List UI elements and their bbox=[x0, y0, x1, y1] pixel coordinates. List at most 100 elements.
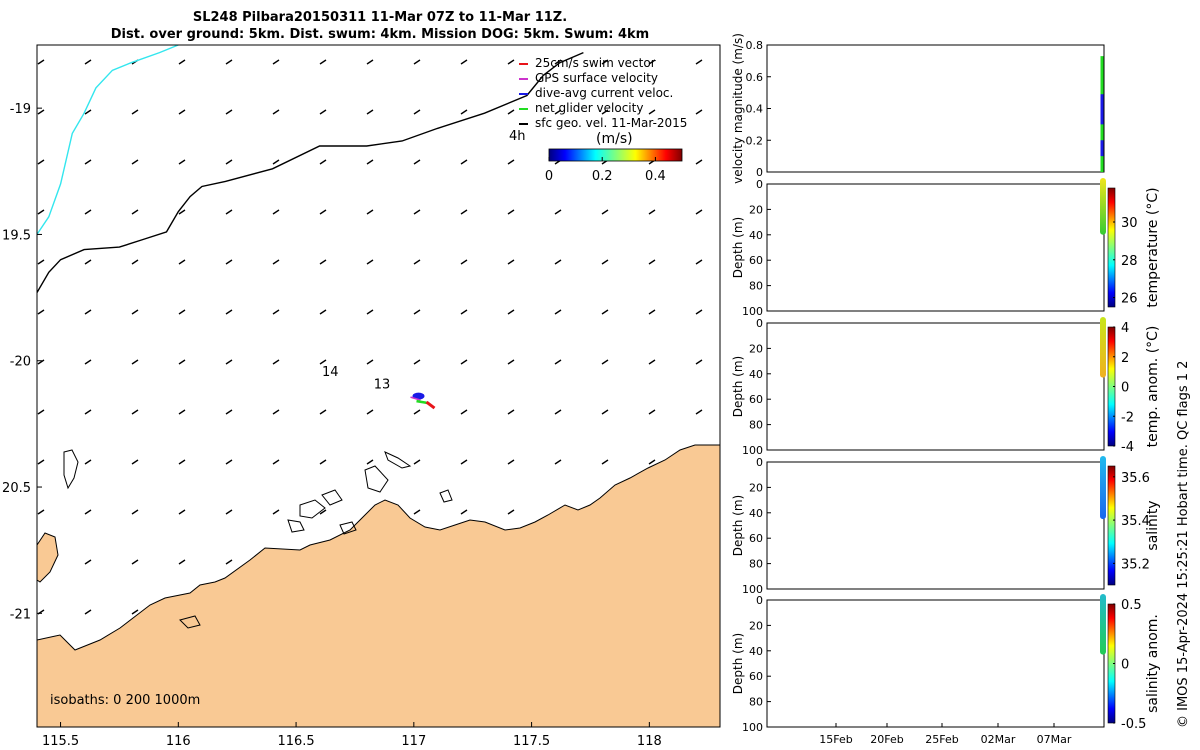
current-vector-arrow bbox=[554, 409, 562, 415]
panel-y-tick-label: 0.2 bbox=[746, 134, 764, 147]
legend-label: sfc geo. vel. 11-Mar-2015 bbox=[535, 116, 687, 130]
current-vector-arrow bbox=[225, 459, 233, 465]
current-vector-arrow bbox=[272, 59, 280, 65]
current-vector-arrow bbox=[319, 359, 327, 365]
current-vector-arrow bbox=[225, 209, 233, 215]
current-vector-arrow bbox=[507, 259, 515, 265]
current-vector-arrow bbox=[413, 359, 421, 365]
current-vector-arrow bbox=[131, 359, 139, 365]
map-x-ticks: 115.5 116 116.5 117 117.5 118 bbox=[42, 722, 662, 749]
current-vector-arrow bbox=[601, 59, 609, 65]
current-vector-arrow bbox=[84, 359, 92, 365]
island-cluster bbox=[63, 449, 453, 629]
current-vector-arrow bbox=[507, 459, 515, 465]
panel-colorbar-tick-label: 0 bbox=[1121, 381, 1129, 396]
isobaths-label: isobaths: 0 200 1000m bbox=[50, 693, 200, 708]
panel-colorbar-tick-label: 28 bbox=[1121, 254, 1138, 269]
panel-y-tick-label: 0 bbox=[756, 166, 763, 179]
route-line bbox=[37, 51, 584, 293]
current-vector-arrow bbox=[695, 259, 703, 265]
current-vector-arrow bbox=[648, 409, 656, 415]
current-vector-arrow bbox=[319, 109, 327, 115]
legend-entry: GPS surface velocity bbox=[519, 71, 658, 85]
current-vector-arrow bbox=[225, 359, 233, 365]
colorbar-unit-label: (m/s) bbox=[596, 131, 633, 147]
current-vector-arrow bbox=[554, 209, 562, 215]
current-vector-arrow bbox=[319, 209, 327, 215]
current-vector-arrow bbox=[460, 409, 468, 415]
swim-vector-marker bbox=[425, 400, 436, 410]
current-vector-arrow bbox=[131, 209, 139, 215]
profile-panel: 0 20 40 60 80 100 Depth (m) -4 -2 0 2 4 temp. anom. … bbox=[731, 317, 1161, 457]
current-vector-arrow bbox=[37, 359, 45, 365]
panel-y-tick-label: 100 bbox=[742, 721, 763, 734]
current-vector-arrow bbox=[131, 459, 139, 465]
current-vector-arrow bbox=[84, 159, 92, 165]
map-time-label: 13 bbox=[374, 378, 391, 393]
map-y-tick-label: -21 bbox=[10, 607, 31, 622]
panel-axes-frame bbox=[766, 44, 1105, 173]
current-vector-arrow bbox=[460, 159, 468, 165]
panel-y-tick-label: 20 bbox=[749, 619, 763, 632]
map-x-tick-label: 118 bbox=[637, 734, 662, 749]
current-vector-arrow bbox=[37, 59, 45, 65]
panel-colorbar-label: salinity bbox=[1145, 500, 1161, 550]
current-vector-arrow bbox=[460, 259, 468, 265]
current-vector-arrow bbox=[507, 359, 515, 365]
map-y-tick-label: 20.5 bbox=[2, 481, 31, 496]
current-vector-arrow bbox=[319, 409, 327, 415]
current-vector-arrow bbox=[413, 309, 421, 315]
current-vector-arrow bbox=[131, 259, 139, 265]
map-y-tick-label: -20 bbox=[10, 355, 31, 370]
current-vector-arrow bbox=[272, 459, 280, 465]
current-vector-arrow bbox=[37, 259, 45, 265]
coastline-land bbox=[37, 444, 720, 727]
current-vector-arrow bbox=[178, 509, 186, 515]
panel-colorbar-tick-label: 30 bbox=[1121, 216, 1138, 231]
map-y-tick-label: 19.5 bbox=[2, 228, 31, 243]
current-vector-arrow bbox=[84, 609, 92, 615]
legend-entry: sfc geo. vel. 11-Mar-2015 bbox=[519, 116, 687, 130]
panel-y-tick-label: 20 bbox=[749, 481, 763, 494]
speed-colorbar-tick-label: 0.2 bbox=[592, 169, 613, 184]
current-vector-arrow bbox=[413, 159, 421, 165]
current-vector-arrow bbox=[413, 109, 421, 115]
current-vector-arrow bbox=[507, 309, 515, 315]
current-vector-arrow bbox=[695, 59, 703, 65]
current-vector-arrow bbox=[37, 209, 45, 215]
current-vector-arrow bbox=[366, 59, 374, 65]
current-vector-arrow bbox=[366, 109, 374, 115]
legend-label: net glider velocity bbox=[535, 101, 643, 115]
current-vector-arrow bbox=[460, 359, 468, 365]
current-vector-arrow bbox=[366, 459, 374, 465]
panel-colorbar-label: temperature (°C) bbox=[1145, 187, 1161, 307]
current-vector-arrow bbox=[507, 409, 515, 415]
panel-x-tick-label: 02Mar bbox=[981, 733, 1016, 746]
current-vector-arrow bbox=[84, 509, 92, 515]
current-vector-arrow bbox=[84, 59, 92, 65]
current-vector-arrow bbox=[178, 59, 186, 65]
panel-y-tick-label: 0 bbox=[756, 178, 763, 191]
current-vector-arrow bbox=[225, 159, 233, 165]
panel-colorbar-tick-label: 4 bbox=[1121, 321, 1129, 336]
panel-y-tick-label: 20 bbox=[749, 342, 763, 355]
legend-entry: net glider velocity bbox=[519, 101, 643, 115]
panel-colorbar-tick-label: 35.6 bbox=[1121, 471, 1150, 486]
current-vector-arrow bbox=[37, 409, 45, 415]
panel-y-axis-label: velocity magnitude (m/s) bbox=[731, 33, 745, 184]
panel-x-tick-label: 07Mar bbox=[1037, 733, 1072, 746]
current-vector-arrow bbox=[460, 209, 468, 215]
panel-colorbar bbox=[1107, 465, 1116, 586]
current-vector-arrow bbox=[225, 59, 233, 65]
speed-colorbar-tick-label: 0 bbox=[545, 169, 553, 184]
panel-y-tick-label: 40 bbox=[749, 507, 763, 520]
current-vector-arrow bbox=[225, 109, 233, 115]
legend-label: GPS surface velocity bbox=[535, 71, 658, 85]
current-vector-arrow bbox=[131, 509, 139, 515]
current-vector-arrow bbox=[601, 459, 609, 465]
current-vector-arrow bbox=[366, 209, 374, 215]
current-vector-arrow bbox=[37, 309, 45, 315]
